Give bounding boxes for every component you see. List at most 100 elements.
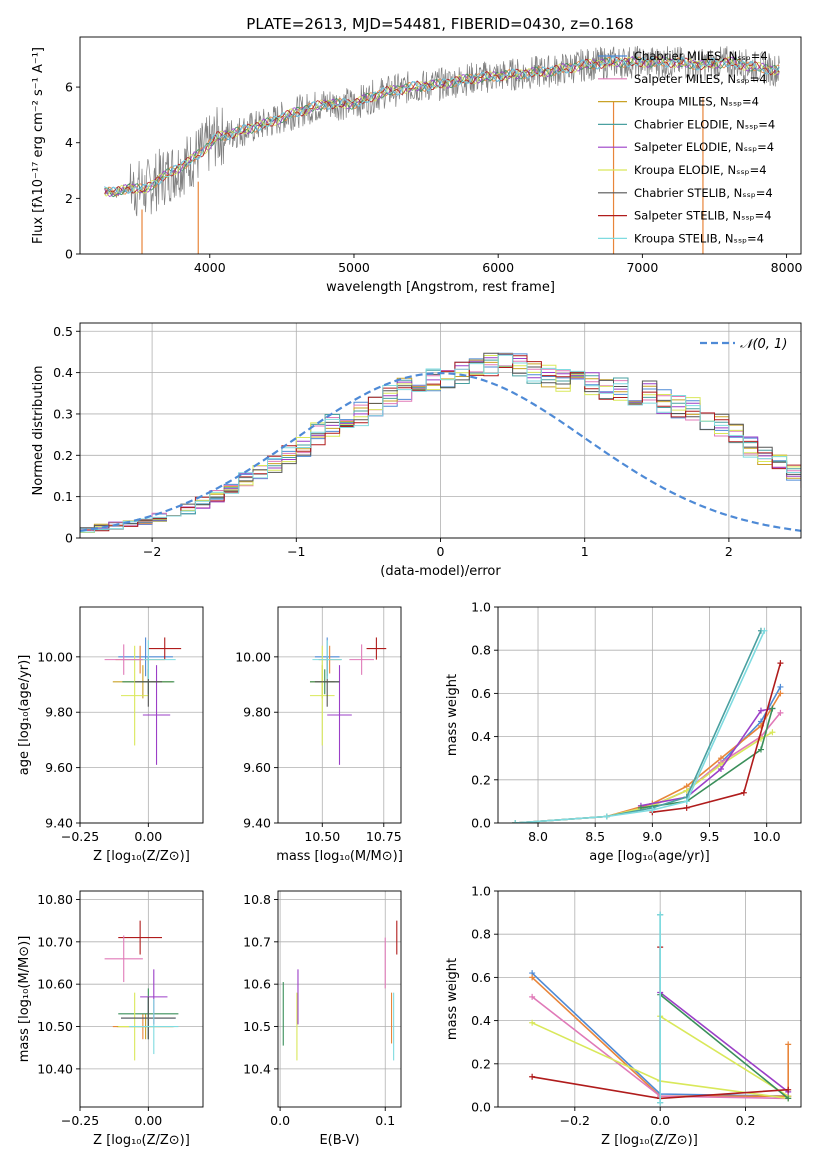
legend-label: Kroupa MILES, Nₛₛₚ=4	[634, 95, 759, 109]
x-axis-label: (data-model)/error	[380, 564, 501, 579]
x-axis-label: Z [log₁₀(Z/Z⊙)]	[601, 1133, 698, 1148]
Z_weight-axes-frame	[497, 890, 802, 1108]
x-tick-label: 6000	[482, 260, 514, 275]
x-axis-label: Z [log₁₀(Z/Z⊙)]	[93, 849, 190, 864]
x-tick-label: 9.0	[642, 829, 662, 844]
y-axis-label: mass weight	[445, 674, 460, 756]
y-tick-label: 10.40	[37, 1061, 73, 1076]
Z_weight-marks	[529, 911, 792, 1106]
ebv_mass-marks	[282, 920, 398, 1061]
spectrum-axes-frame	[79, 36, 802, 255]
x-tick-label: 8.0	[528, 829, 548, 844]
weight-point-marker	[512, 820, 519, 823]
weight-point-marker	[777, 709, 784, 716]
weight-point-marker	[683, 804, 690, 811]
y-axis-label: mass weight	[445, 958, 460, 1040]
residuals-marks	[80, 352, 801, 533]
x-axis-label: Z [log₁₀(Z/Z⊙)]	[93, 1133, 190, 1148]
Z_mass-panel: −0.25 0.00 10.40 10.50 10.60 10.70 10.80 Z [log…	[17, 890, 204, 1148]
y-tick-label: 0.8	[471, 927, 491, 942]
ebv_mass-axes-frame	[277, 890, 402, 1108]
y-tick-label: 0.4	[53, 365, 73, 380]
x-tick-label: 0	[437, 544, 445, 559]
y-tick-label: 9.80	[243, 705, 271, 720]
weight-point-marker	[740, 789, 747, 796]
Z_mass-axes-frame	[79, 890, 204, 1108]
y-tick-label: 0	[65, 247, 73, 262]
y-tick-label: 0.1	[53, 489, 73, 504]
x-tick-label: 0.1	[375, 1113, 395, 1128]
age_weight-marks	[512, 627, 784, 823]
weight-point-marker	[649, 807, 656, 814]
y-axis-label: mass [log₁₀(M/M⊙)]	[17, 936, 32, 1063]
weight-series-line	[515, 630, 762, 823]
y-tick-label: 0.8	[471, 643, 491, 658]
Z_age-panel: −0.25 0.00 9.40 9.60 9.80 10.00 Z [log₁₀(Z/Z⊙)…	[17, 606, 204, 864]
y-tick-label: 10.60	[37, 977, 73, 992]
spectrum-marks	[104, 45, 780, 254]
y-tick-label: 1.0	[471, 884, 491, 899]
y-axis-label: Normed distribution	[31, 366, 46, 496]
residual-histogram-step	[80, 353, 801, 533]
x-tick-label: 10.0	[753, 829, 781, 844]
x-axis-label: E(B-V)	[319, 1133, 359, 1148]
x-tick-label: 8.5	[585, 829, 605, 844]
y-tick-label: 0.2	[471, 772, 491, 787]
legend-label: 𝒩(0, 1)	[740, 337, 787, 352]
figure-title: PLATE=2613, MJD=54481, FIBERID=0430, z=0…	[246, 15, 633, 33]
legend-label: Salpeter MILES, Nₛₛₚ=4	[634, 72, 767, 86]
y-tick-label: 1.0	[471, 600, 491, 615]
y-tick-label: 2	[65, 191, 73, 206]
y-tick-label: 9.60	[243, 760, 271, 775]
x-tick-label: 0.00	[134, 1113, 162, 1128]
y-tick-label: 10.80	[37, 892, 73, 907]
weight-point-marker	[777, 690, 784, 697]
age_weight-panel: 8.0 8.5 9.0 9.5 10.0 0.0 0.2 0.4 0.6 0.8 1.0 age [l…	[445, 600, 802, 864]
weight-point-marker	[603, 813, 610, 820]
legend-label: Chabrier ELODIE, Nₛₛₚ=4	[634, 117, 775, 131]
mass_age-axes-frame	[277, 606, 402, 824]
weight-series-line	[659, 991, 789, 1093]
y-tick-label: 10.5	[243, 1019, 271, 1034]
y-tick-label: 0.0	[471, 816, 491, 831]
y-tick-label: 0	[65, 531, 73, 546]
weight-series-line	[659, 994, 789, 1100]
normal-distribution-curve	[80, 371, 801, 532]
mass_age-panel: 10.50 10.75 9.40 9.60 9.80 10.00 mass [log₁₀(M…	[235, 606, 403, 864]
weight-point-marker	[529, 1019, 536, 1026]
x-tick-label: −0.25	[61, 829, 99, 844]
y-tick-label: 0.4	[471, 1013, 491, 1028]
model-spectrum-line	[104, 56, 780, 195]
legend-label: Chabrier MILES, Nₛₛₚ=4	[634, 49, 768, 63]
x-tick-label: 10.50	[304, 829, 340, 844]
x-tick-label: 0.0	[650, 1113, 670, 1128]
x-axis-label: wavelength [Angstrom, rest frame]	[326, 280, 555, 295]
weight-series-line	[515, 686, 782, 823]
y-tick-label: 10.50	[37, 1019, 73, 1034]
y-tick-label: 10.7	[243, 934, 271, 949]
Z_age-marks	[104, 637, 182, 765]
x-tick-label: 1	[581, 544, 589, 559]
x-tick-label: 9.5	[700, 829, 720, 844]
y-tick-label: 9.60	[45, 760, 73, 775]
x-tick-label: 0.2	[736, 1113, 756, 1128]
weight-series-line	[652, 662, 782, 813]
weight-point-marker	[657, 1099, 664, 1106]
y-axis-label: age [log₁₀(age/yr)]	[17, 655, 32, 776]
weight-point-marker	[683, 798, 690, 805]
weight-point-marker	[761, 627, 768, 634]
legend-label: Salpeter ELODIE, Nₛₛₚ=4	[634, 140, 774, 154]
legend-label: Kroupa ELODIE, Nₛₛₚ=4	[634, 163, 767, 177]
weight-point-marker	[785, 1086, 792, 1093]
y-tick-label: 0.2	[471, 1056, 491, 1071]
y-tick-label: 10.70	[37, 934, 73, 949]
y-tick-label: 9.40	[45, 816, 73, 831]
weight-point-marker	[529, 1073, 536, 1080]
weight-series-line	[515, 692, 782, 823]
y-tick-label: 6	[65, 80, 73, 95]
weight-point-marker	[657, 911, 664, 918]
x-tick-label: 2	[725, 544, 733, 559]
residual-histogram-step	[80, 352, 801, 530]
weight-series-line	[515, 630, 766, 823]
x-tick-label: 10.75	[366, 829, 402, 844]
